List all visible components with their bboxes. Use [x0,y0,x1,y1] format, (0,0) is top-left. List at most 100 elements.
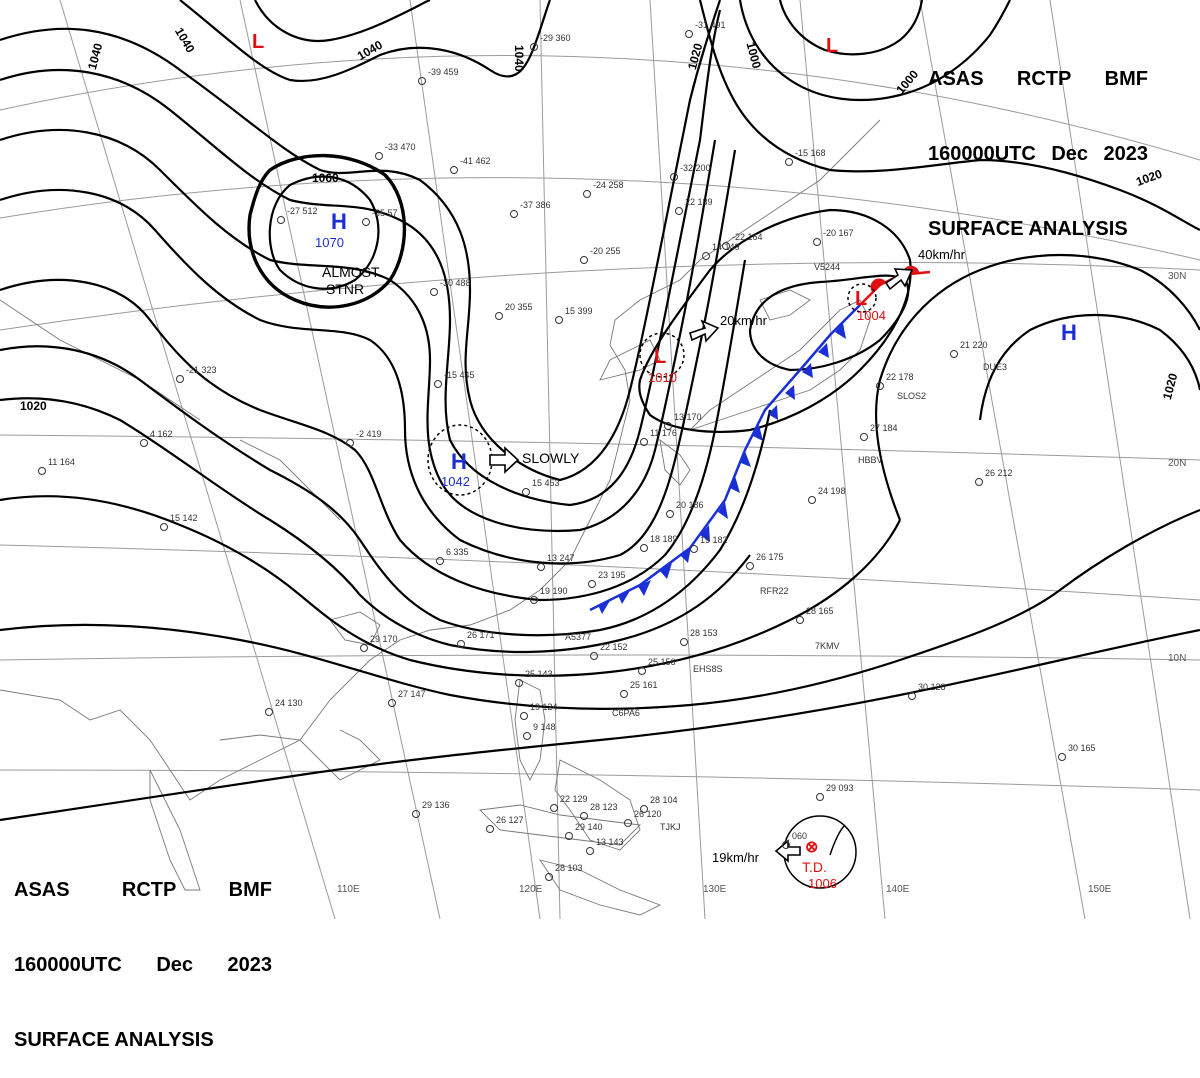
station-circle-icon [796,616,804,624]
weather-map: 1040 1040 1040 1040 1020 1000 1000 1060 … [0,0,1200,919]
td-value: 1006 [808,876,837,891]
station-id: HBBV [858,455,883,465]
station-circle-icon [785,158,793,166]
header-year: 2023 [227,954,272,976]
station-circle-icon [813,238,821,246]
high-center-symbol: H [451,449,467,474]
station-observation: 28 104 [650,795,678,805]
header-station: RCTP [1016,68,1072,90]
header-time: 160000UTC [928,143,1036,165]
header-title: SURFACE ANALYSIS [14,1029,214,1051]
station-observation: 29 170 [370,634,398,644]
station-observation: 15 453 [532,478,560,488]
station-circle-icon [140,439,148,447]
station-observation: 060 [792,831,807,841]
station-observation: 21 220 [960,340,988,350]
station-observation: 18 189 [650,534,678,544]
isobars [0,0,1200,822]
pressure-centers: L L H 1070 H 1042 L 1010 L 1004 H ⊗ T.D.… [252,31,1077,891]
station-circle-icon [430,288,438,296]
low-center-symbol: L [654,346,666,368]
header-bottom: ASAS RCTP BMF 160000UTC Dec 2023 SURFACE… [14,828,272,1078]
station-circle-icon [1058,753,1066,761]
station-observation: 15 142 [170,513,198,523]
station-id: EHS8S [693,664,723,674]
lon-label: 110E [337,884,360,895]
station-circle-icon [436,557,444,565]
station-circle-icon [670,173,678,181]
station-circle-icon [876,382,884,390]
station-circle-icon [346,439,354,447]
station-circle-icon [457,640,465,648]
station-circle-icon [782,841,790,849]
station-observation: 22 189 [685,197,713,207]
header-line1: ASAS RCTP BMF [14,878,272,903]
station-circle-icon [412,810,420,818]
station-id: RFR22 [760,586,789,596]
station-observation: -21 323 [186,365,217,375]
station-observation: 26 127 [496,815,524,825]
station-observation: -20 167 [823,228,854,238]
header-code: BMF [228,879,272,901]
slowly-label: SLOWLY [522,450,580,466]
station-observations: -39 459 -33 470 -27 512 -35 57 -30 488 -37 38… [38,20,1096,881]
low-center-value: 1004 [857,308,886,323]
station-observation: 30 128 [918,682,946,692]
station-circle-icon [530,596,538,604]
station-observation: 6 335 [446,547,469,557]
station-observation: 30 165 [1068,743,1096,753]
lat-label: 30N [1168,271,1186,282]
station-circle-icon [640,805,648,813]
station-observation: 11 176 [650,428,677,438]
station-observation: -35 57 [372,208,398,218]
station-observation: 20 186 [676,500,704,510]
station-circle-icon [975,478,983,486]
station-circle-icon [523,732,531,740]
station-observation: -15 168 [795,148,826,158]
station-observation: 23 195 [598,570,626,580]
station-circle-icon [666,510,674,518]
header-top: ASAS RCTP BMF 160000UTC Dec 2023 SURFACE… [928,17,1148,267]
header-month: Dec [156,954,194,976]
isobar-label: 1040 [85,41,106,71]
station-observation: 26 120 [634,809,662,819]
isobar-label: 1000 [743,41,764,71]
station-id: C6PA6 [612,708,640,718]
lon-label: 150E [1088,884,1112,895]
annotations: ALMOST STNR SLOWLY 20km/hr 40km/hr 19km/… [322,247,966,865]
header-code: BMF [1104,68,1148,90]
station-circle-icon [722,242,730,250]
station-circle-icon [176,375,184,383]
station-circle-icon [640,544,648,552]
station-id: 7KMV [815,641,840,651]
station-circle-icon [545,873,553,881]
station-observation: 14 149 [712,242,740,252]
station-circle-icon [388,699,396,707]
header-title: SURFACE ANALYSIS [928,218,1128,240]
station-circle-icon [160,523,168,531]
station-circle-icon [565,832,573,840]
header-agency: ASAS [14,879,70,901]
station-circle-icon [486,825,494,833]
station-circle-icon [638,667,646,675]
lon-label: 130E [703,884,727,895]
station-circle-icon [495,312,503,320]
station-circle-icon [522,488,530,496]
west-arrow-icon [774,839,801,863]
station-id: DUE3 [983,362,1007,372]
station-observation: -27 512 [287,206,318,216]
station-observation: -31 491 [695,20,726,30]
station-circle-icon [510,210,518,218]
station-circle-icon [690,545,698,553]
station-circle-icon [675,207,683,215]
station-circle-icon [664,422,672,430]
station-circle-icon [588,580,596,588]
station-id: TJKJ [660,822,681,832]
lon-label: 120E [519,884,543,895]
station-circle-icon [555,316,563,324]
low-center-symbol: L [826,35,838,57]
station-observation: 28 103 [555,863,583,873]
station-circle-icon [624,819,632,827]
lat-label: 10N [1168,653,1186,664]
station-observation: 22 129 [560,794,588,804]
